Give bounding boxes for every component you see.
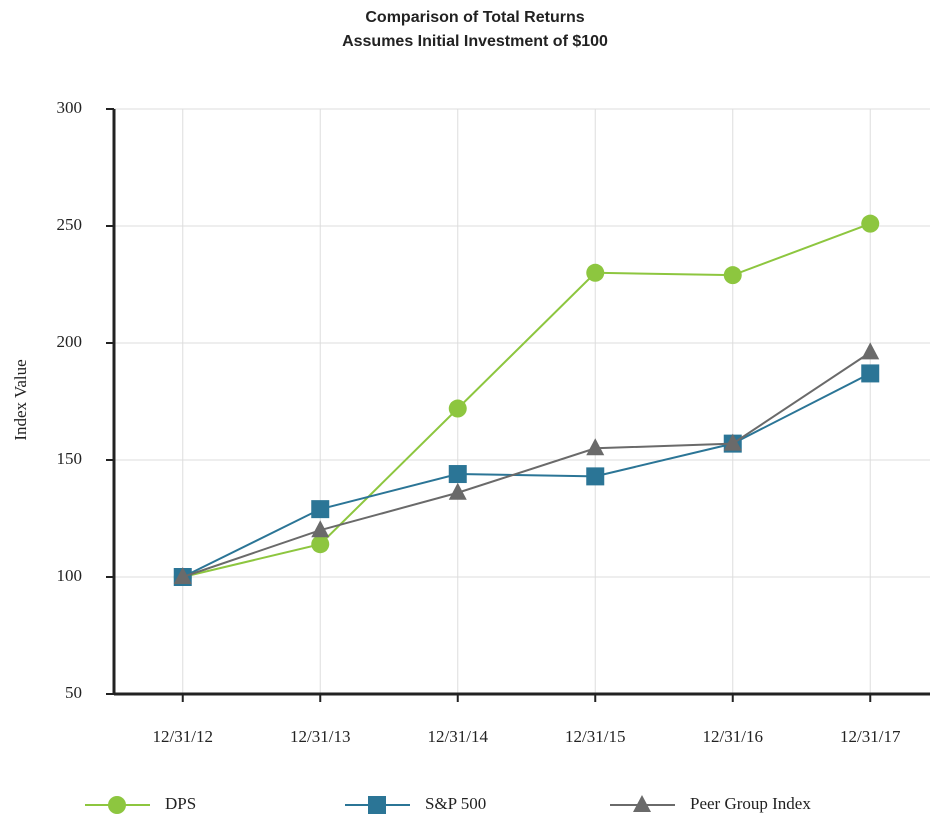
data-point [723,266,742,285]
chart-title: Comparison of Total Returns [365,9,584,26]
x-tick-label: 12/31/17 [840,727,901,746]
data-point [311,520,330,538]
x-tick-label: 12/31/14 [428,727,489,746]
legend-label: S&P 500 [425,794,486,813]
y-tick-label: 50 [65,683,82,702]
legend-label: Peer Group Index [690,794,811,813]
data-point [861,364,880,383]
x-tick-label: 12/31/13 [290,727,350,746]
data-point [448,465,467,484]
legend-marker [368,796,386,814]
y-tick-label: 100 [57,566,83,585]
data-point [311,500,330,519]
legend-label: DPS [165,794,196,813]
data-point [861,214,880,233]
y-tick-label: 300 [57,98,83,117]
data-point [448,482,467,500]
y-tick-label: 150 [57,449,83,468]
y-axis-label: Index Value [11,359,30,440]
x-tick-label: 12/31/16 [703,727,763,746]
y-tick-label: 200 [57,332,83,351]
data-point [586,467,605,486]
series-line [182,351,871,578]
data-point [586,263,605,282]
x-tick-label: 12/31/15 [565,727,625,746]
series-line [182,222,871,578]
data-point [723,433,742,451]
data-point [311,535,330,554]
data-point [173,567,192,584]
chart-subtitle: Assumes Initial Investment of $100 [342,33,608,50]
x-tick-label: 12/31/12 [153,727,213,746]
legend-marker [108,796,126,814]
series-line [182,372,871,578]
data-point [861,342,880,360]
legend-marker [633,795,651,812]
y-tick-label: 250 [57,215,83,234]
data-point [448,399,467,418]
data-point [586,438,605,456]
